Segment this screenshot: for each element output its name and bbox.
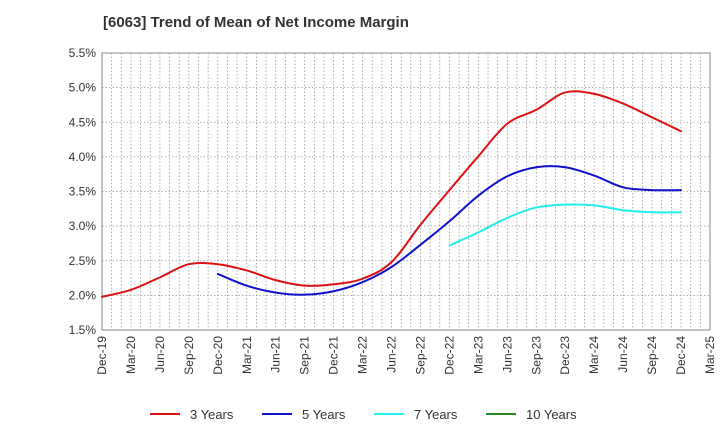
plot-frame xyxy=(101,52,711,331)
chart-title: [6063] Trend of Mean of Net Income Margi… xyxy=(103,14,409,31)
x-tick-label: Dec-23 xyxy=(558,336,572,375)
y-tick-label: 5.5% xyxy=(69,46,97,60)
x-tick-label: Dec-24 xyxy=(674,336,688,375)
x-tick-label: Sep-20 xyxy=(182,336,196,375)
legend-label-3-years: 3 Years xyxy=(190,407,234,422)
x-tick-label: Mar-21 xyxy=(240,336,254,374)
grid xyxy=(101,52,711,331)
series-layer xyxy=(101,90,683,298)
x-tick-label: Sep-23 xyxy=(529,336,543,375)
x-tick-label: Jun-23 xyxy=(500,336,514,373)
y-tick-label: 4.0% xyxy=(69,150,97,164)
series-line-3-years xyxy=(101,90,683,298)
x-tick-label: Sep-24 xyxy=(645,336,659,375)
x-tick-label: Jun-22 xyxy=(385,336,399,373)
y-axis: 1.5% 2.0% 2.5% 3.0% 3.5% 4.0% 4.5% 5.0% 5.5% xyxy=(69,46,97,337)
legend-label-5-years: 5 Years xyxy=(302,407,346,422)
series-line-7-years xyxy=(448,203,683,247)
x-tick-label: Mar-22 xyxy=(356,336,370,374)
y-tick-label: 3.0% xyxy=(69,219,97,233)
legend-label-7-years: 7 Years xyxy=(414,407,458,422)
x-tick-label: Dec-21 xyxy=(327,336,341,375)
x-tick-label: Dec-20 xyxy=(211,336,225,375)
legend: 3 Years 5 Years 7 Years 10 Years xyxy=(150,407,577,422)
y-tick-label: 1.5% xyxy=(69,323,97,337)
x-tick-label: Mar-23 xyxy=(471,336,485,374)
x-tick-label: Mar-20 xyxy=(124,336,138,374)
legend-label-10-years: 10 Years xyxy=(526,407,577,422)
x-tick-label: Jun-24 xyxy=(616,336,630,373)
x-tick-label: Mar-24 xyxy=(587,336,601,374)
y-tick-label: 5.0% xyxy=(69,81,97,95)
x-tick-label: Dec-22 xyxy=(442,336,456,375)
x-axis: Dec-19 Mar-20 Jun-20 Sep-20 Dec-20 Mar-21 Jun-… xyxy=(95,336,717,375)
x-tick-label: Dec-19 xyxy=(95,336,109,375)
plot-area xyxy=(102,53,710,330)
x-tick-label: Sep-21 xyxy=(298,336,312,375)
y-tick-label: 3.5% xyxy=(69,185,97,199)
series-line-5-years xyxy=(216,165,683,296)
y-tick-label: 4.5% xyxy=(69,115,97,129)
x-tick-label: Sep-22 xyxy=(413,336,427,375)
x-tick-label: Mar-25 xyxy=(703,336,717,374)
x-tick-label: Jun-21 xyxy=(269,336,283,373)
y-tick-label: 2.5% xyxy=(69,254,97,268)
y-tick-label: 2.0% xyxy=(69,288,97,302)
x-tick-label: Jun-20 xyxy=(153,336,167,373)
